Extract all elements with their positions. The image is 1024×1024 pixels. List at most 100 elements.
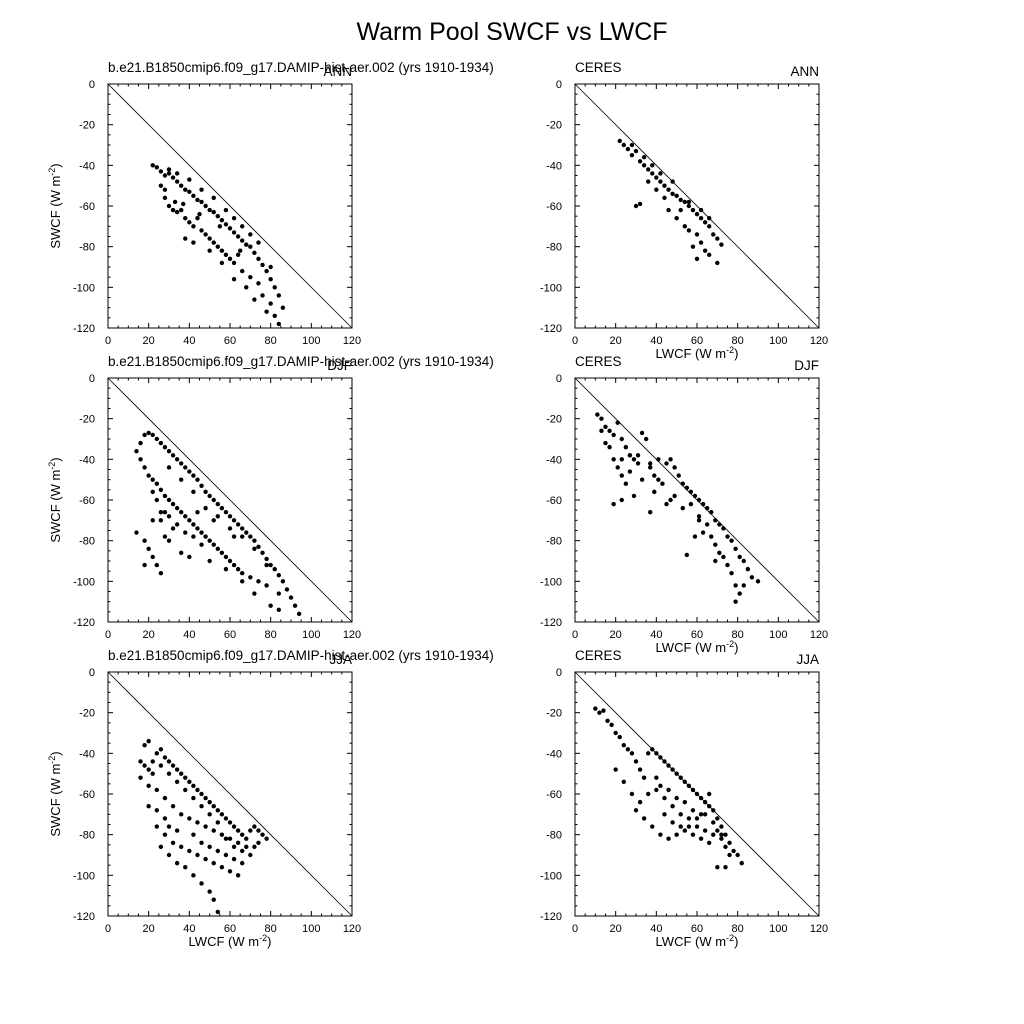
scatter-point [641, 163, 647, 168]
scatter-point [134, 449, 139, 454]
scatter-point [664, 501, 669, 507]
scatter-point [605, 718, 610, 723]
y-tick-label: -120 [540, 617, 562, 629]
scatter-point [268, 277, 273, 282]
panel-right-title: DJF [794, 358, 819, 373]
scatter-point [670, 804, 675, 809]
y-tick-label: -60 [79, 201, 95, 213]
scatter-point [187, 848, 192, 854]
scatter-point [733, 546, 738, 551]
x-tick-label: 80 [732, 923, 744, 935]
scatter-point [686, 824, 692, 829]
scatter-point [256, 544, 261, 549]
scatter-point [219, 218, 225, 223]
scatter-point [260, 550, 265, 556]
scatter-point [183, 216, 188, 221]
scatter-point [615, 465, 620, 470]
scatter-point [142, 743, 147, 748]
scatter-point [240, 238, 245, 243]
x-tick-label: 40 [650, 923, 662, 935]
y-axis-label: SWCF (W m-2) [47, 457, 63, 542]
scatter-point [648, 465, 653, 470]
scatter-point [686, 228, 692, 233]
x-tick-label: 20 [143, 923, 155, 935]
scatter-point [215, 820, 220, 825]
scatter-point [674, 216, 679, 221]
panel-left-title: b.e21.B1850cmip6.f09_g17.DAMIP-hist-aer.… [108, 60, 494, 75]
scatter-point [682, 199, 687, 205]
scatter-point [219, 865, 225, 870]
y-tick-label: -80 [546, 242, 562, 254]
scatter-point [166, 514, 172, 519]
scatter-point [650, 163, 655, 168]
panel-right-title: ANN [323, 64, 352, 79]
panel-right-title: JJA [329, 652, 352, 667]
x-tick-label: 0 [572, 629, 578, 641]
scatter-point [641, 816, 647, 821]
scatter-point [698, 836, 704, 841]
scatter-point [702, 812, 708, 817]
scatter-point [755, 579, 761, 584]
scatter-point [183, 530, 188, 535]
scatter-point [609, 722, 614, 728]
x-tick-label: 40 [650, 335, 662, 347]
scatter-point [599, 416, 604, 421]
scatter-point [715, 260, 720, 266]
scatter-point [745, 566, 751, 572]
scatter-point [733, 583, 738, 588]
scatter-point [174, 779, 180, 784]
y-tick-label: 0 [89, 667, 95, 679]
scatter-point [672, 465, 677, 470]
scatter-point [162, 816, 168, 821]
scatter-point [146, 804, 151, 809]
y-tick-label: -80 [79, 242, 95, 254]
scatter-point [252, 250, 257, 255]
scatter-point [646, 791, 651, 797]
scatter-point [240, 224, 245, 229]
y-tick-label: -60 [546, 495, 562, 507]
scatter-point [611, 501, 616, 507]
scatter-point [227, 256, 233, 262]
scatter-point [142, 432, 147, 438]
scatter-point [183, 236, 188, 241]
scatter-point [690, 244, 696, 249]
scatter-point [719, 832, 724, 837]
scatter-point [235, 252, 241, 257]
scatter-point [276, 573, 281, 578]
scatter-point [158, 763, 164, 768]
scatter-point [179, 771, 184, 776]
scatter-point [181, 201, 186, 207]
scatter-panel: CERES ANN 0 20 40 60 80 100 120 0 -20 -40 -60 -80 -100… [540, 60, 828, 361]
scatter-point [174, 828, 180, 833]
y-tick-label: -40 [546, 748, 562, 760]
scatter-point [146, 767, 151, 772]
scatter-point [150, 771, 155, 776]
scatter-point [641, 775, 647, 780]
y-tick-label: -60 [79, 495, 95, 507]
scatter-point [670, 191, 675, 196]
scatter-point [138, 775, 143, 780]
scatter-point [643, 436, 649, 442]
scatter-point [692, 534, 698, 539]
scatter-point [174, 179, 180, 184]
scatter-point [623, 444, 629, 450]
y-tick-label: -60 [546, 201, 562, 213]
scatter-point [219, 832, 225, 837]
scatter-point [702, 248, 708, 253]
scatter-point [158, 487, 164, 493]
scatter-point [611, 457, 616, 462]
reference-line [107, 377, 353, 623]
scatter-point [690, 832, 696, 837]
x-tick-label: 100 [302, 923, 320, 935]
scatter-point [658, 783, 663, 789]
x-tick-label: 20 [610, 335, 622, 347]
scatter-point [203, 203, 208, 209]
x-tick-label: 100 [302, 335, 320, 347]
scatter-point [166, 759, 172, 764]
scatter-point [741, 583, 746, 588]
scatter-point [154, 824, 159, 829]
scatter-point [662, 183, 667, 188]
scatter-point [694, 816, 700, 821]
scatter-point [134, 530, 139, 535]
scatter-point [658, 832, 663, 837]
